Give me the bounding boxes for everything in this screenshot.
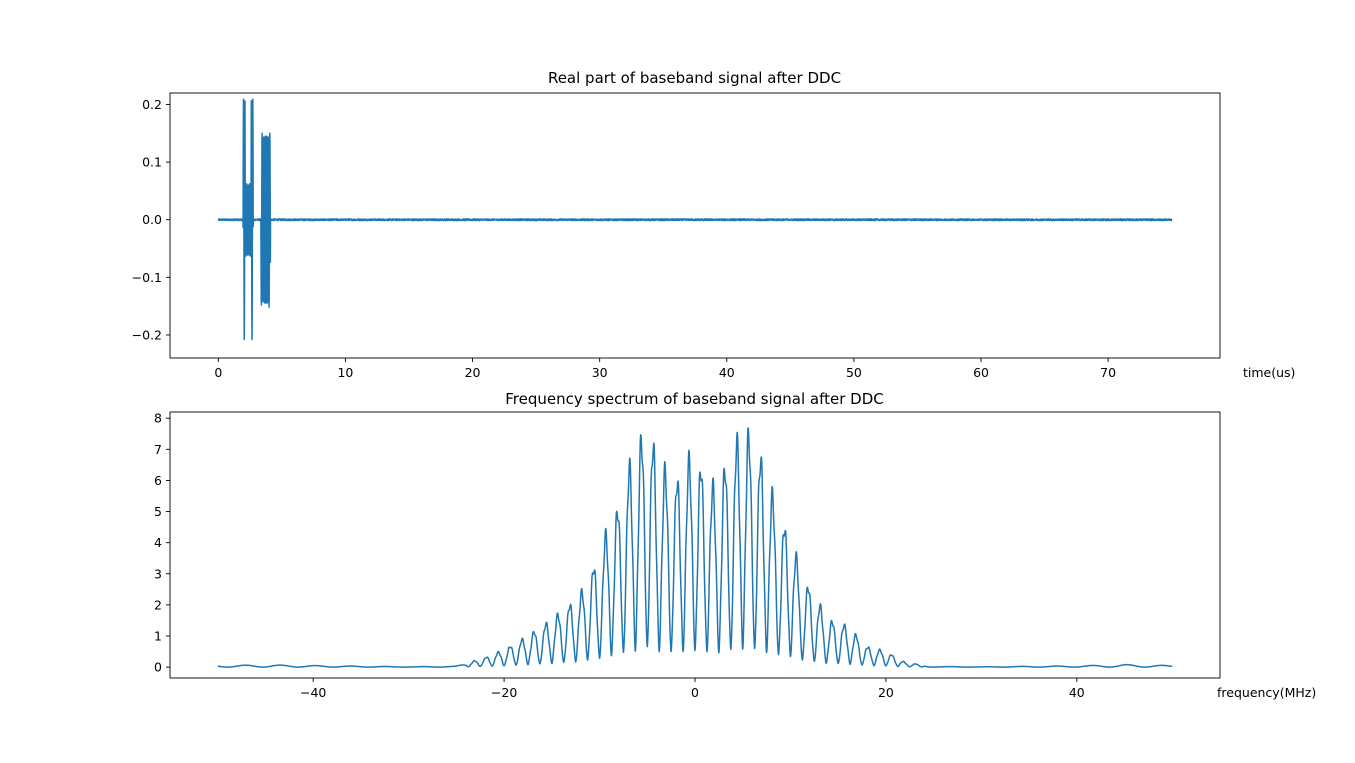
time-plot-x-tick-label: 40 [719, 365, 735, 380]
time-plot-x-tick-label: 10 [337, 365, 353, 380]
spectrum-plot-x-tick-label: 20 [878, 685, 894, 700]
time-plot-lines [217, 98, 1173, 341]
time-plot-y-tick-label: 0.2 [142, 97, 162, 112]
frequency-spectrum-plot: Frequency spectrum of baseband signal af… [154, 390, 1316, 700]
spectrum-plot-y-tick-label: 6 [154, 473, 162, 488]
time-plot-title: Real part of baseband signal after DDC [548, 69, 841, 87]
time-plot-y-ticks: −0.2 −0.1 0.0 0.1 0.2 [132, 97, 170, 342]
time-plot-frame [169, 92, 1221, 359]
time-plot-x-tick-label: 60 [973, 365, 989, 380]
time-plot-y-tick-label: −0.1 [132, 270, 162, 285]
spectrum-plot-y-tick-label: 4 [154, 535, 162, 550]
time-plot-x-tick-label: 70 [1100, 365, 1116, 380]
spectrum-plot-y-ticks: 0 1 2 3 4 5 6 7 8 [154, 411, 170, 675]
spectrum-plot-title: Frequency spectrum of baseband signal af… [505, 390, 883, 408]
spectrum-plot-x-tick-label: 0 [691, 685, 699, 700]
spectrum-plot-x-axis-label: frequency(MHz) [1217, 685, 1316, 700]
spectrum-plot-y-tick-label: 8 [154, 411, 162, 426]
time-plot-x-tick-label: 0 [214, 365, 222, 380]
time-domain-plot: Real part of baseband signal after DDC 0… [132, 69, 1296, 380]
time-plot-x-ticks: 0 10 20 30 40 50 60 70 [214, 358, 1116, 380]
time-plot-x-tick-label: 30 [592, 365, 608, 380]
spectrum-plot-y-tick-label: 7 [154, 442, 162, 457]
time-plot-y-tick-label: 0.1 [142, 155, 162, 170]
spectrum-plot-x-tick-label: −40 [300, 685, 326, 700]
time-plot-y-tick-label: 0.0 [142, 212, 162, 227]
time-plot-x-tick-label: 50 [846, 365, 862, 380]
time-plot-y-tick-label: −0.2 [132, 327, 162, 342]
spectrum-plot-lines [217, 427, 1173, 668]
time-plot-x-tick-label: 20 [465, 365, 481, 380]
spectrum-plot-y-tick-label: 1 [154, 629, 162, 644]
spectrum-plot-x-tick-label: −20 [491, 685, 517, 700]
time-signal-line [217, 98, 1173, 341]
spectrum-plot-x-tick-label: 40 [1069, 685, 1085, 700]
time-plot-x-axis-label: time(us) [1243, 365, 1295, 380]
spectrum-plot-y-tick-label: 3 [154, 566, 162, 581]
spectrum-line [217, 427, 1173, 668]
spectrum-plot-x-ticks: −40 −20 0 20 40 [300, 678, 1085, 700]
spectrum-plot-y-tick-label: 0 [154, 660, 162, 675]
spectrum-plot-y-tick-label: 2 [154, 597, 162, 612]
spectrum-plot-y-tick-label: 5 [154, 504, 162, 519]
